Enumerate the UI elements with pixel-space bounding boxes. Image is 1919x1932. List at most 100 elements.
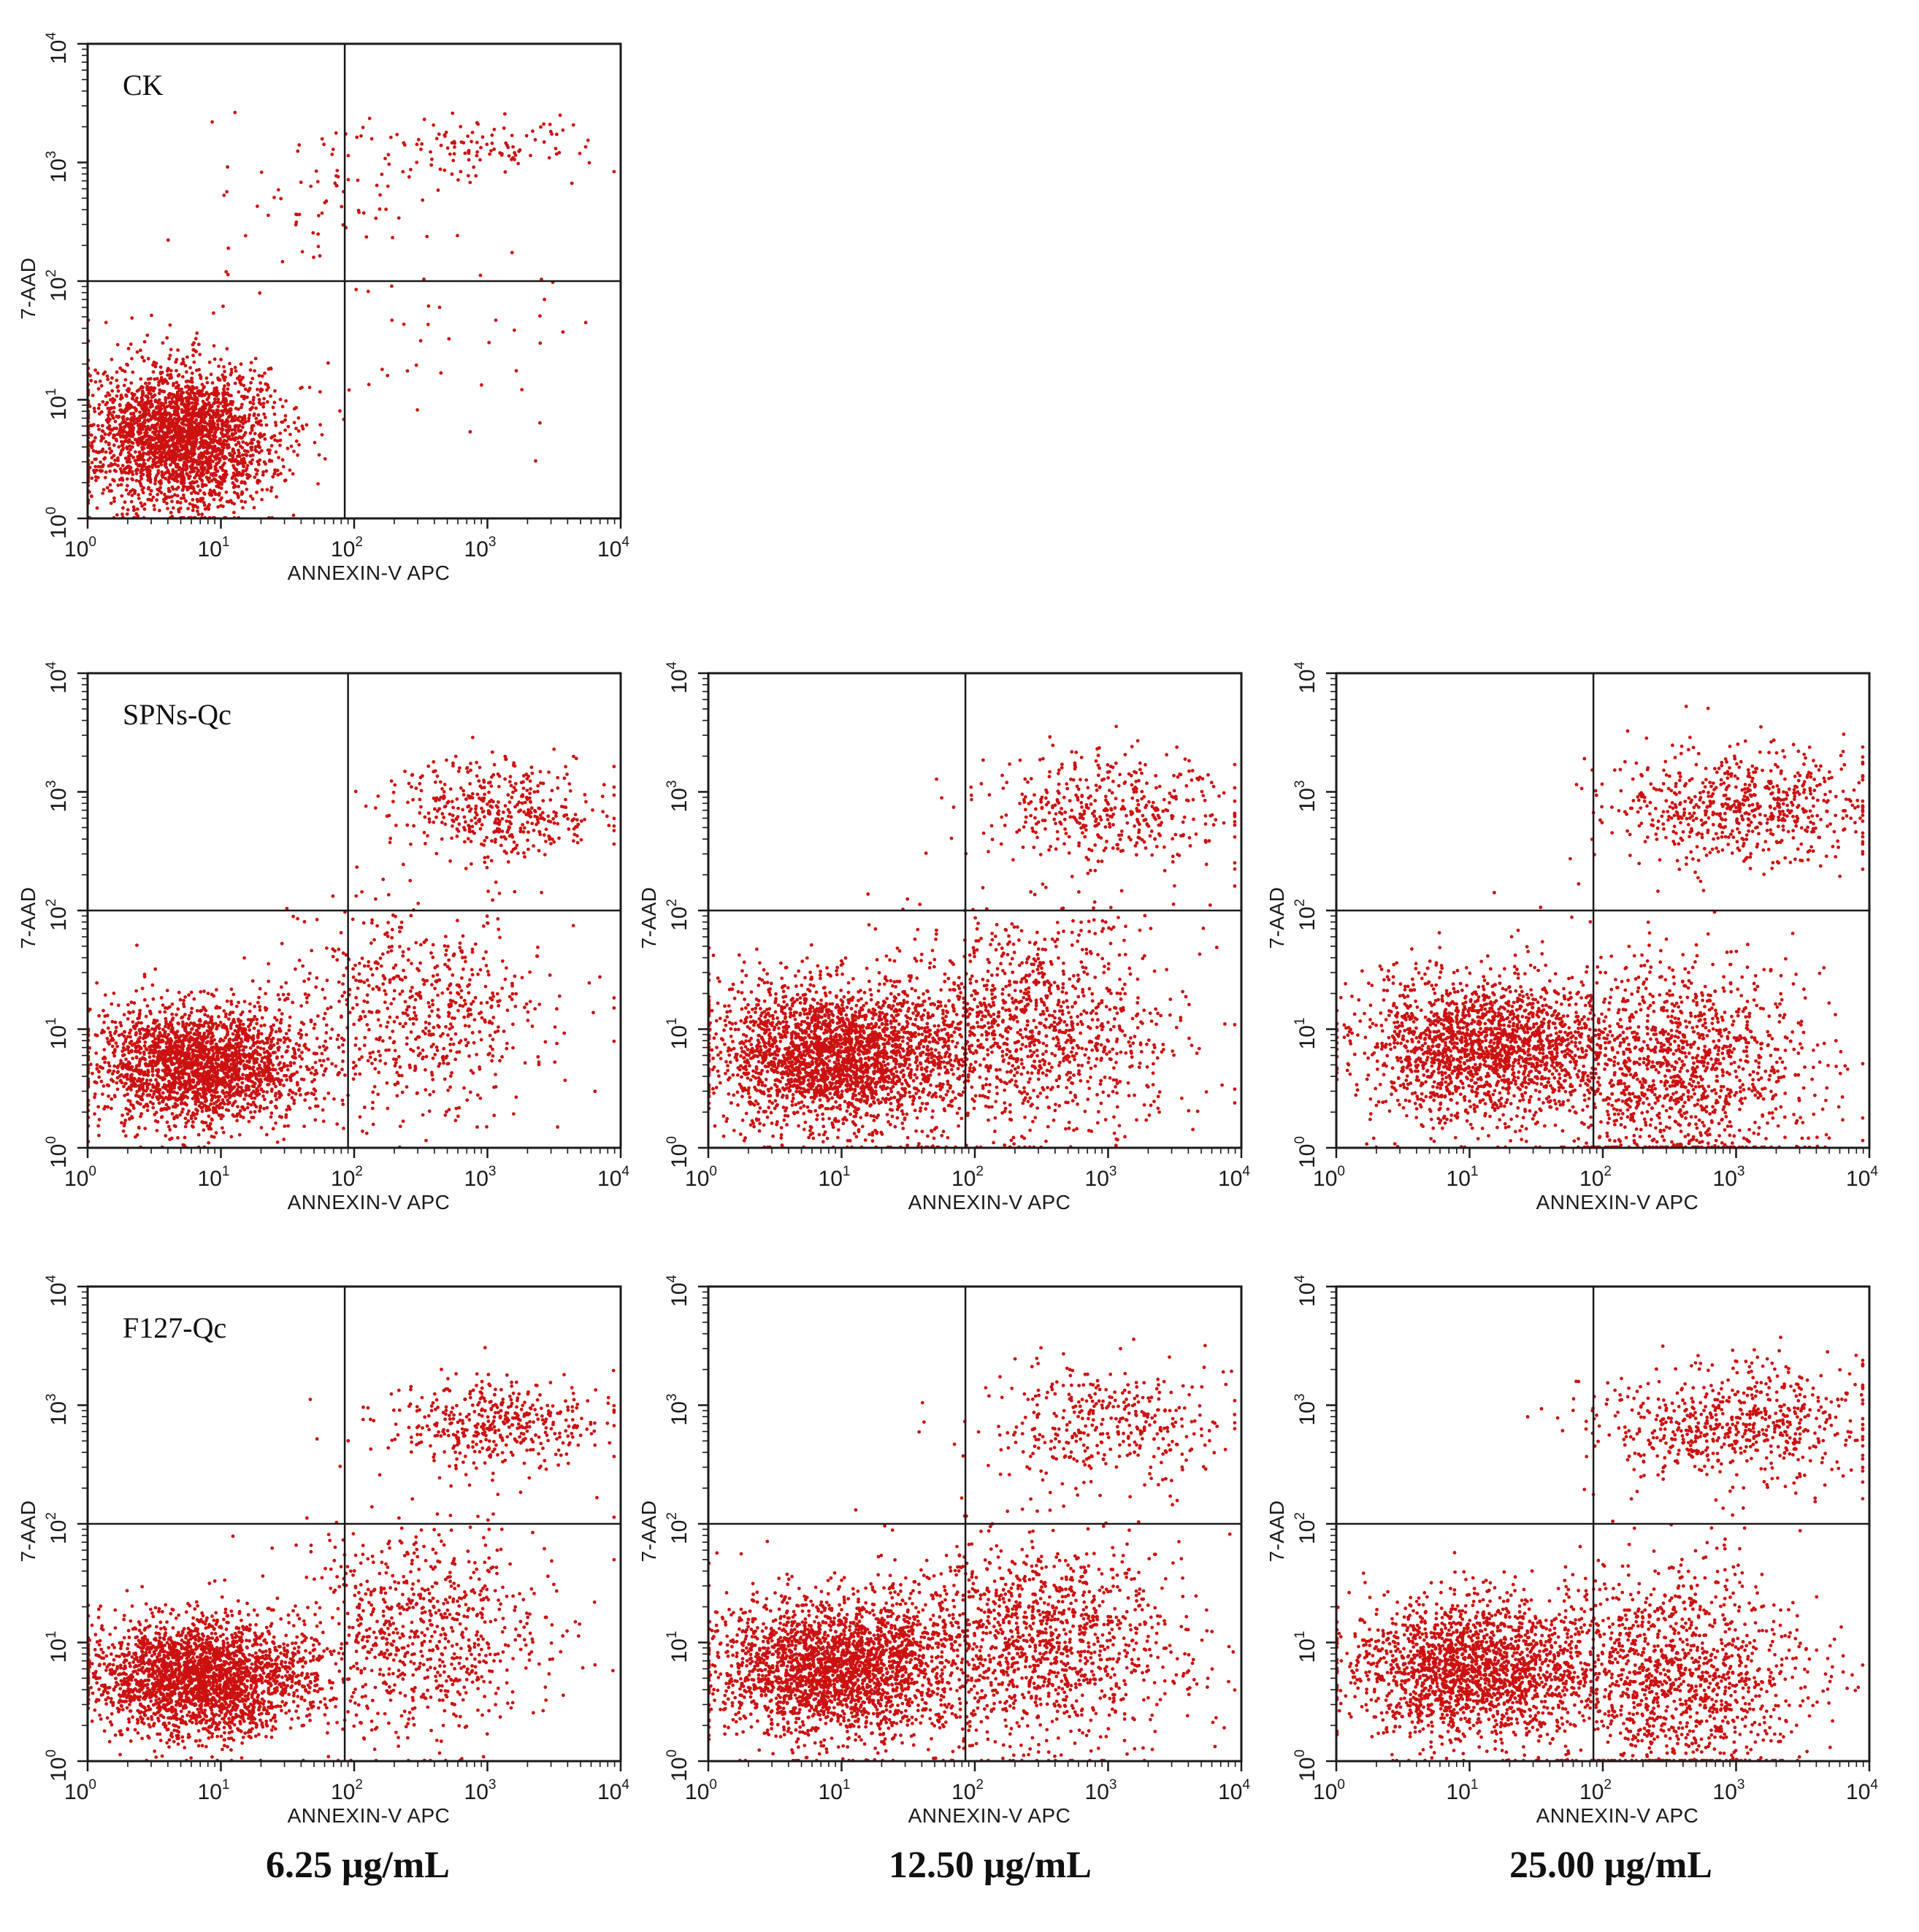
data-point xyxy=(286,425,290,429)
data-point xyxy=(199,375,203,379)
data-point xyxy=(116,343,120,347)
data-point xyxy=(115,513,119,517)
data-point xyxy=(158,509,161,513)
data-point xyxy=(120,494,123,498)
data-point xyxy=(168,458,172,461)
data-point xyxy=(130,500,134,504)
data-point xyxy=(245,450,249,453)
data-point xyxy=(175,369,178,372)
data-point xyxy=(265,488,269,491)
data-point xyxy=(93,369,97,372)
data-point xyxy=(143,340,147,344)
data-point xyxy=(160,463,164,467)
data-point xyxy=(156,377,159,380)
data-point xyxy=(129,403,132,407)
data-point xyxy=(104,403,108,407)
data-point xyxy=(241,440,245,444)
data-point xyxy=(191,385,194,388)
data-point xyxy=(191,401,194,405)
data-point xyxy=(253,414,256,418)
data-point xyxy=(91,461,94,464)
data-point xyxy=(177,383,180,387)
data-point xyxy=(104,321,108,324)
data-point xyxy=(165,502,169,505)
data-point xyxy=(177,510,181,513)
data-point xyxy=(107,442,111,445)
data-point xyxy=(261,375,264,378)
data-point xyxy=(186,459,190,463)
data-point xyxy=(106,486,110,490)
data-point xyxy=(258,398,261,402)
data-point xyxy=(157,383,161,387)
data-point xyxy=(150,466,154,469)
data-point xyxy=(227,500,231,504)
data-point xyxy=(139,502,143,505)
data-point xyxy=(263,372,267,375)
data-point xyxy=(129,490,132,494)
data-point xyxy=(125,394,129,398)
data-point xyxy=(112,499,116,503)
data-point xyxy=(234,407,238,410)
data-point xyxy=(131,396,134,400)
data-point xyxy=(266,400,269,404)
data-point xyxy=(155,407,158,410)
data-point xyxy=(234,366,237,369)
data-point xyxy=(110,358,114,361)
data-point xyxy=(137,493,140,497)
data-point xyxy=(283,429,287,432)
data-point xyxy=(254,468,258,472)
data-point xyxy=(248,401,252,405)
data-point xyxy=(153,482,157,486)
data-point xyxy=(237,442,241,445)
data-point xyxy=(100,384,104,388)
data-point xyxy=(179,507,183,510)
data-point xyxy=(201,485,204,488)
data-point xyxy=(131,370,134,374)
data-point xyxy=(180,402,183,406)
data-point xyxy=(297,429,301,433)
data-point xyxy=(247,419,250,423)
data-point xyxy=(293,407,296,411)
data-point xyxy=(185,370,188,374)
data-point xyxy=(110,502,113,505)
data-point xyxy=(167,357,171,361)
data-point xyxy=(218,440,221,443)
data-point xyxy=(120,394,123,397)
data-point xyxy=(288,433,292,437)
data-point xyxy=(96,506,99,510)
data-point xyxy=(226,387,229,391)
data-point xyxy=(191,372,194,375)
data-point xyxy=(175,396,179,399)
data-point xyxy=(253,369,256,373)
data-point xyxy=(194,337,198,340)
data-point xyxy=(97,387,101,391)
data-point xyxy=(110,389,114,393)
data-point xyxy=(237,485,240,488)
data-point xyxy=(270,444,274,448)
data-point xyxy=(110,456,114,460)
data-point xyxy=(196,491,200,495)
data-point xyxy=(142,359,146,363)
data-point xyxy=(172,506,175,510)
data-point xyxy=(212,344,216,348)
data-point xyxy=(240,481,243,485)
data-point xyxy=(123,383,126,387)
panel-ck: 100 101 102 103 104100101102103104ANNEXIN-V … xyxy=(17,32,629,584)
data-point xyxy=(234,485,237,488)
data-point xyxy=(120,369,124,372)
data-point xyxy=(243,500,247,504)
data-point xyxy=(109,432,112,435)
data-point xyxy=(186,385,190,388)
data-point xyxy=(255,417,258,421)
data-point xyxy=(126,513,129,516)
data-point xyxy=(229,373,233,377)
data-point xyxy=(192,361,196,364)
data-point xyxy=(188,502,192,506)
data-point xyxy=(129,342,133,346)
data-point xyxy=(134,451,137,454)
data-point xyxy=(261,405,265,409)
data-point xyxy=(107,413,110,417)
data-point xyxy=(286,447,290,451)
data-point xyxy=(152,370,156,374)
data-point xyxy=(214,458,218,461)
